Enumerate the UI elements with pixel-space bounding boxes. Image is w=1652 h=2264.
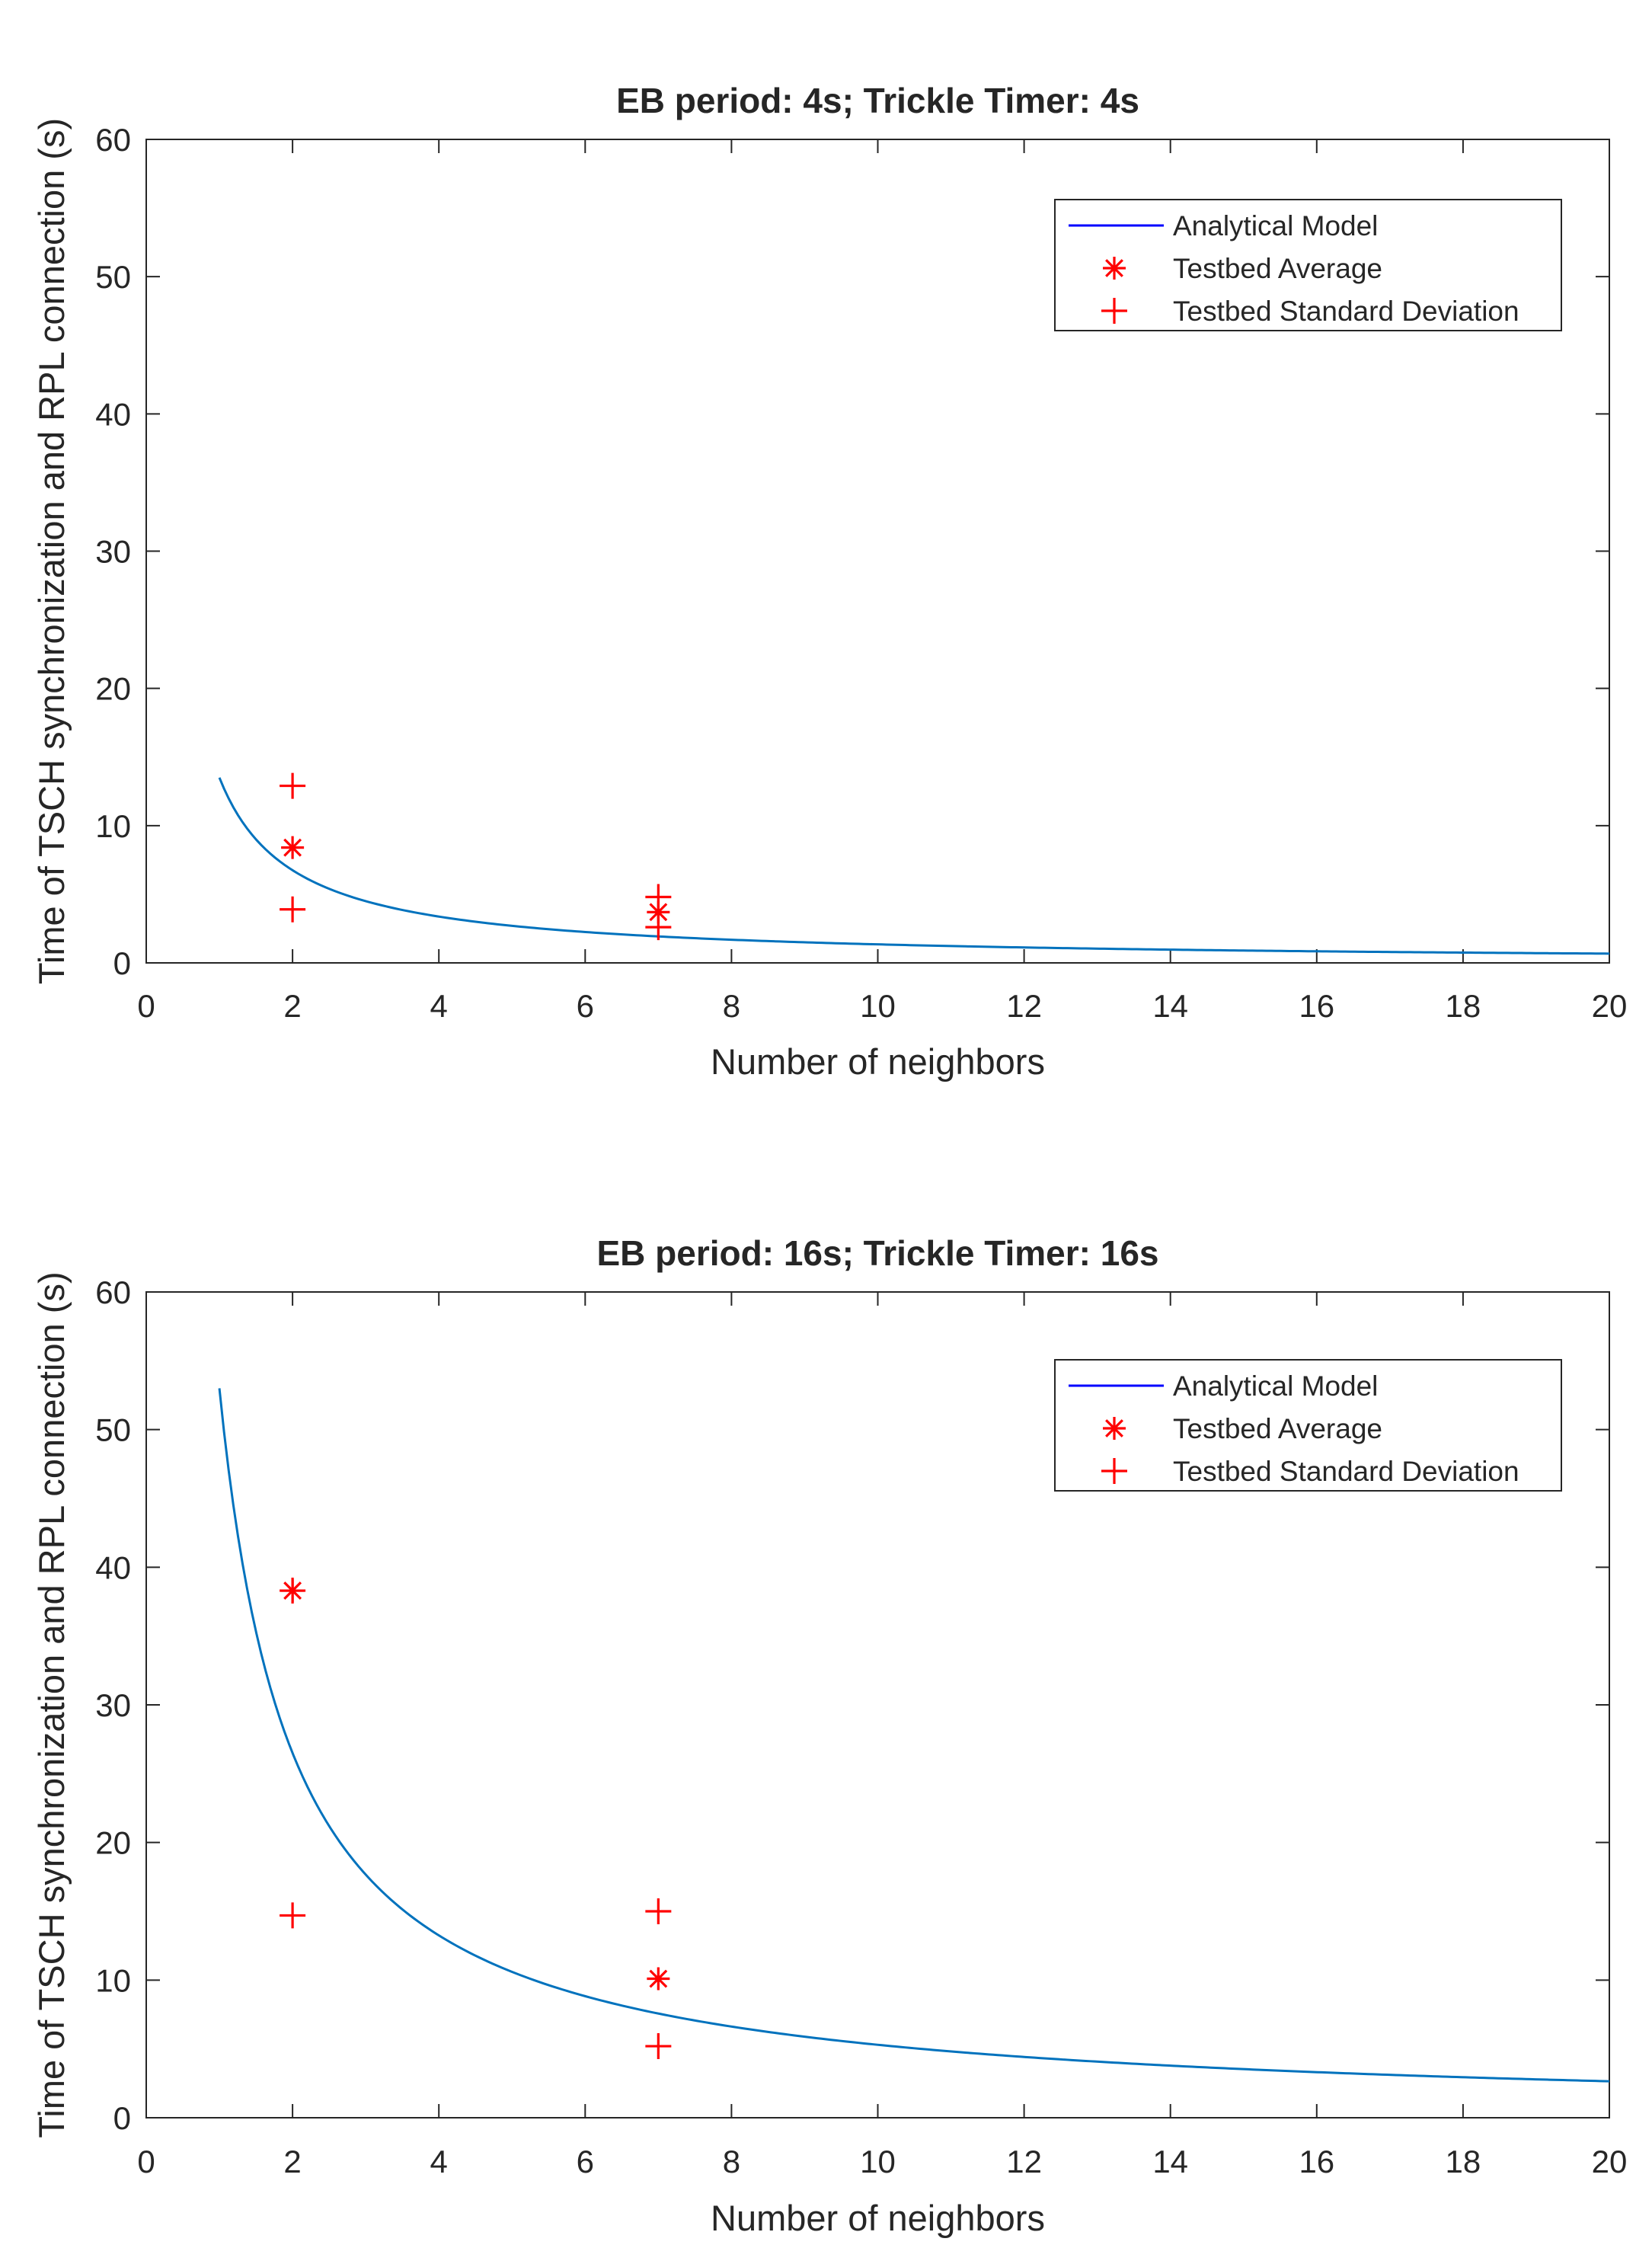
x-tick-label: 18 (1446, 988, 1481, 1024)
x-tick-label: 14 (1152, 2144, 1188, 2179)
x-tick-label: 2 (283, 988, 301, 1024)
x-tick-label: 16 (1299, 988, 1334, 1024)
y-tick-label: 60 (95, 1274, 131, 1310)
testbed-std-marker (280, 1578, 306, 1604)
analytical-model-line (218, 1388, 1610, 2083)
x-tick-label: 12 (1006, 2144, 1042, 2179)
chart-title: EB period: 16s; Trickle Timer: 16s (596, 1233, 1158, 1273)
y-tick-label: 50 (95, 259, 131, 295)
testbed-std-points (280, 772, 672, 941)
x-axis-label: Number of neighbors (711, 2198, 1045, 2238)
x-tick-label: 10 (860, 988, 896, 1024)
x-tick-label: 8 (723, 988, 740, 1024)
x-tick-label: 4 (430, 988, 448, 1024)
x-tick-label: 8 (723, 2144, 740, 2179)
x-tick-label: 20 (1592, 988, 1628, 1024)
legend-label-std: Testbed Standard Deviation (1173, 1456, 1519, 1487)
y-tick-label: 40 (95, 1549, 131, 1585)
x-tick-label: 10 (860, 2144, 896, 2179)
testbed-std-marker (645, 2033, 672, 2060)
y-tick-label: 10 (95, 808, 131, 844)
testbed-std-marker (280, 896, 306, 923)
legend-label-std: Testbed Standard Deviation (1173, 296, 1519, 327)
y-tick-label: 50 (95, 1412, 131, 1448)
testbed-average-marker (647, 1967, 670, 1991)
legend-label-average: Testbed Average (1173, 253, 1382, 284)
x-tick-label: 0 (137, 2144, 155, 2179)
chart-title: EB period: 4s; Trickle Timer: 4s (616, 81, 1139, 120)
legend-average-marker (1103, 257, 1126, 280)
legend: Analytical Model Testbed Average Testbed S… (1054, 199, 1562, 331)
legend-average-marker (1103, 1417, 1126, 1440)
x-tick-label: 14 (1152, 988, 1188, 1024)
analytical-model-line (218, 777, 1610, 955)
legend-label-average: Testbed Average (1173, 1413, 1382, 1444)
testbed-std-marker (645, 884, 672, 910)
x-tick-label: 6 (577, 988, 594, 1024)
x-axis-ticks: 0 2 4 6 8 10 12 14 16 18 20 (137, 1292, 1627, 2179)
y-axis-label: Time of TSCH synchronization and RPL con… (31, 1271, 72, 2138)
testbed-average-points (281, 836, 670, 924)
x-tick-label: 12 (1006, 988, 1042, 1024)
legend-box (1054, 199, 1562, 331)
legend-box (1054, 1359, 1562, 1492)
x-tick-label: 20 (1592, 2144, 1628, 2179)
y-tick-label: 0 (113, 2100, 131, 2136)
y-tick-label: 20 (95, 1825, 131, 1861)
y-axis-ticks: 0 10 20 30 40 50 60 (95, 1274, 1609, 2136)
x-tick-label: 2 (283, 2144, 301, 2179)
legend-std-marker (1101, 1458, 1127, 1484)
x-tick-label: 0 (137, 988, 155, 1024)
testbed-std-marker (280, 772, 306, 799)
y-tick-label: 60 (95, 122, 131, 158)
y-tick-label: 10 (95, 1962, 131, 1998)
y-tick-label: 20 (95, 671, 131, 707)
testbed-std-marker (645, 914, 672, 941)
testbed-average-marker (647, 900, 670, 924)
legend: Analytical Model Testbed Average Testbed S… (1054, 1359, 1562, 1492)
legend-label-analytical: Analytical Model (1173, 210, 1378, 241)
legend-std-marker (1101, 298, 1127, 324)
y-axis-ticks: 0 10 20 30 40 50 60 (95, 122, 1609, 981)
y-tick-label: 30 (95, 534, 131, 570)
legend-label-analytical: Analytical Model (1173, 1370, 1378, 1402)
testbed-std-points (280, 1578, 672, 2060)
testbed-std-marker (645, 1898, 672, 1924)
y-tick-label: 40 (95, 396, 131, 432)
testbed-std-marker (280, 1902, 306, 1929)
testbed-average-marker (281, 836, 305, 859)
y-tick-label: 30 (95, 1687, 131, 1723)
x-axis-ticks: 0 2 4 6 8 10 12 14 16 18 20 (137, 139, 1627, 1024)
chart-panel-1: EB period: 4s; Trickle Timer: 4s 0 2 4 6 8 10 1… (31, 81, 1627, 1082)
x-tick-label: 6 (577, 2144, 594, 2179)
chart-panel-2: EB period: 16s; Trickle Timer: 16s 0 2 4 6 8 1… (31, 1233, 1627, 2238)
x-tick-label: 18 (1446, 2144, 1481, 2179)
x-tick-label: 4 (430, 2144, 448, 2179)
y-axis-label: Time of TSCH synchronization and RPL con… (31, 118, 72, 984)
x-axis-label: Number of neighbors (711, 1041, 1045, 1082)
x-tick-label: 16 (1299, 2144, 1334, 2179)
y-tick-label: 0 (113, 945, 131, 981)
